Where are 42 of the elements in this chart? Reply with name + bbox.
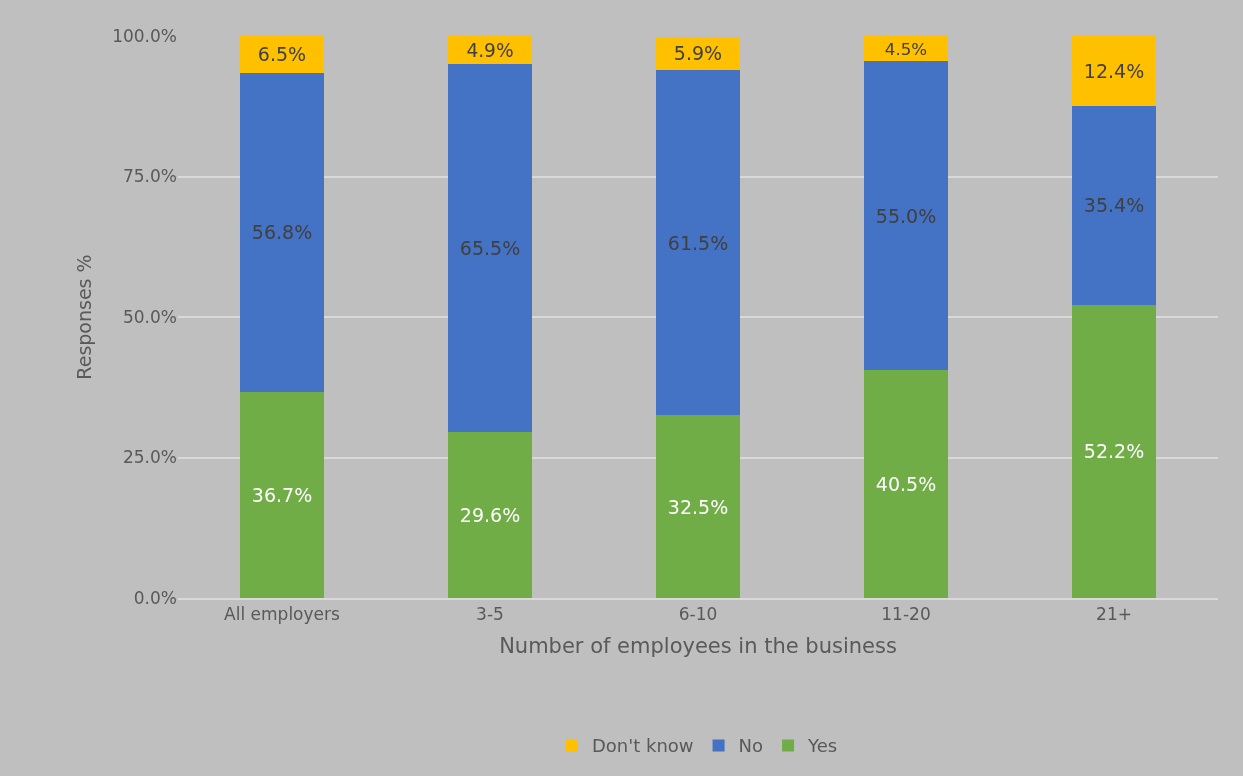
bar bbox=[1072, 304, 1156, 598]
data-label: 4.9% bbox=[466, 39, 514, 61]
y-tick-label: 100.0% bbox=[112, 25, 177, 46]
data-label: 4.5% bbox=[884, 39, 928, 59]
data-label: 61.5% bbox=[667, 231, 729, 254]
bar bbox=[1072, 105, 1156, 305]
x-tick-label: 11-20 bbox=[881, 604, 931, 625]
bar bbox=[656, 69, 740, 416]
bar bbox=[240, 391, 324, 598]
x-axis-title: Number of employees in the business bbox=[499, 633, 897, 658]
bar bbox=[448, 431, 532, 598]
bar bbox=[656, 415, 740, 598]
data-label: 29.6% bbox=[459, 503, 521, 526]
data-label: 35.4% bbox=[1083, 194, 1145, 217]
data-label: 6.5% bbox=[257, 43, 307, 66]
legend-label: No bbox=[738, 735, 764, 757]
bar bbox=[240, 72, 324, 392]
bar bbox=[240, 36, 324, 73]
bar bbox=[864, 370, 948, 598]
y-tick-label: 25.0% bbox=[122, 447, 177, 468]
legend-label: Yes bbox=[807, 735, 838, 757]
data-label: 56.8% bbox=[251, 221, 313, 244]
y-axis-title: Responses % bbox=[73, 254, 96, 380]
data-label: 52.2% bbox=[1083, 440, 1145, 463]
bar bbox=[864, 61, 948, 371]
x-tick-label: All employers bbox=[224, 604, 341, 625]
bar bbox=[448, 63, 532, 432]
data-label: 55.0% bbox=[875, 204, 937, 227]
data-label: 36.7% bbox=[251, 483, 313, 506]
x-tick-label: 6-10 bbox=[678, 604, 718, 625]
x-tick-label: 21+ bbox=[1096, 604, 1132, 625]
x-tick-label: 3-5 bbox=[476, 604, 504, 625]
legend-label: Don't know bbox=[592, 735, 694, 757]
y-tick-label: 50.0% bbox=[122, 306, 177, 327]
bar bbox=[1072, 36, 1156, 106]
y-tick-label: 0.0% bbox=[133, 587, 177, 608]
data-label: 12.4% bbox=[1083, 59, 1145, 82]
y-tick-label: 75.0% bbox=[122, 166, 177, 187]
data-label: 40.5% bbox=[875, 473, 937, 496]
data-label: 65.5% bbox=[459, 236, 521, 259]
data-label: 5.9% bbox=[673, 42, 723, 65]
data-label: 32.5% bbox=[667, 495, 729, 518]
